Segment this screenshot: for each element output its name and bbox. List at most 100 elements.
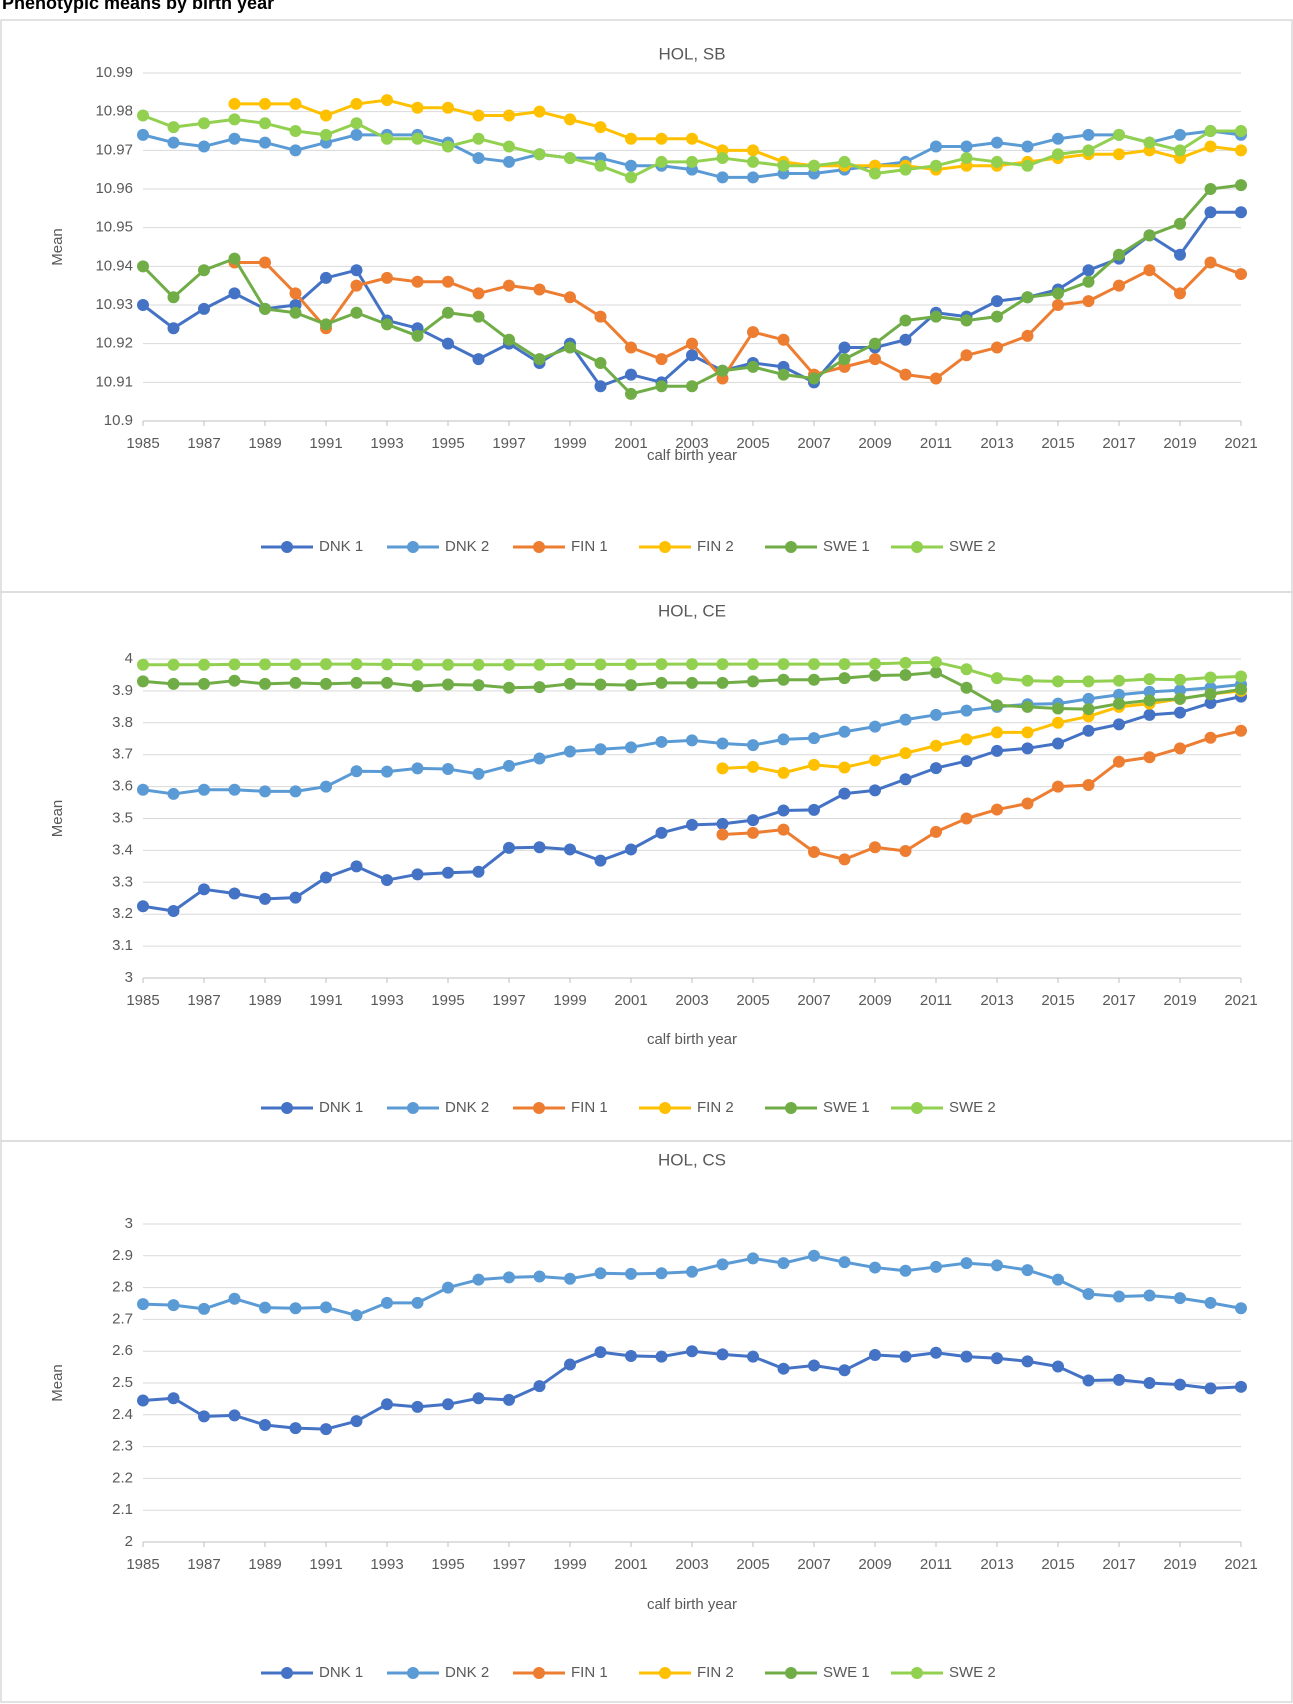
data-point xyxy=(1113,718,1125,731)
data-point xyxy=(228,658,241,671)
data-point xyxy=(1113,1373,1125,1386)
data-point xyxy=(838,761,851,774)
data-point xyxy=(1204,206,1217,219)
data-point xyxy=(777,1257,790,1270)
x-tick-label: 1991 xyxy=(309,435,342,452)
data-point xyxy=(411,680,424,693)
data-point xyxy=(381,132,393,145)
y-tick-label: 2.7 xyxy=(112,1310,133,1327)
data-point xyxy=(930,825,942,838)
data-point xyxy=(198,783,210,796)
data-point xyxy=(1174,1378,1186,1391)
data-point xyxy=(1174,128,1186,141)
data-point xyxy=(1113,148,1125,161)
legend-marker xyxy=(533,541,545,553)
legend-label: SWE 1 xyxy=(823,538,870,555)
data-point xyxy=(899,713,912,726)
data-point xyxy=(655,155,668,168)
x-tick-label: 1985 xyxy=(126,1556,159,1573)
x-tick-label: 2013 xyxy=(980,1556,1013,1573)
data-point xyxy=(503,140,515,153)
data-point xyxy=(472,1273,485,1286)
data-point xyxy=(991,155,1003,168)
x-tick-label: 2001 xyxy=(614,992,647,1009)
data-point xyxy=(869,353,881,366)
data-point xyxy=(808,1359,820,1372)
data-point xyxy=(869,1349,881,1362)
data-point xyxy=(442,306,454,319)
data-point xyxy=(411,1296,424,1309)
data-point xyxy=(991,1352,1003,1365)
data-point xyxy=(1235,268,1247,281)
data-point xyxy=(533,1380,546,1393)
data-point xyxy=(564,658,576,671)
data-point xyxy=(198,1410,210,1423)
data-point xyxy=(747,658,759,671)
chart-border xyxy=(0,1140,1293,1703)
data-point xyxy=(1052,299,1064,311)
y-tick-label: 10.9 xyxy=(104,412,133,429)
data-point xyxy=(198,1302,210,1315)
data-point xyxy=(594,121,607,134)
data-point xyxy=(137,1394,149,1407)
y-tick-label: 3.7 xyxy=(112,746,133,763)
data-point xyxy=(564,113,576,126)
data-point xyxy=(1082,264,1095,277)
data-point xyxy=(1235,683,1247,696)
legend-marker xyxy=(785,1102,797,1114)
data-point xyxy=(289,1302,302,1315)
data-point xyxy=(472,287,485,300)
legend-label: DNK 2 xyxy=(445,538,489,555)
data-point xyxy=(167,291,180,304)
x-tick-label: 2003 xyxy=(675,1556,708,1573)
data-point xyxy=(869,720,881,733)
legend-label: FIN 2 xyxy=(697,1099,734,1116)
data-point xyxy=(838,853,851,866)
data-point xyxy=(1174,742,1186,755)
data-point xyxy=(167,905,180,918)
data-point xyxy=(350,765,363,778)
data-point xyxy=(960,1350,973,1363)
x-tick-label: 2011 xyxy=(920,992,952,1009)
data-point xyxy=(289,658,302,671)
data-point xyxy=(350,306,363,319)
data-point xyxy=(686,132,698,145)
data-point xyxy=(930,1260,942,1273)
data-point xyxy=(503,759,515,772)
x-tick-label: 2001 xyxy=(614,435,647,452)
legend-marker xyxy=(911,1102,923,1114)
x-tick-label: 2007 xyxy=(797,435,830,452)
data-point xyxy=(1174,692,1186,705)
data-point xyxy=(1021,329,1034,342)
data-point xyxy=(655,658,668,671)
data-point xyxy=(350,279,363,292)
data-point xyxy=(594,1267,607,1280)
legend-marker xyxy=(659,1102,671,1114)
data-point xyxy=(533,353,546,366)
data-point xyxy=(350,264,363,277)
data-point xyxy=(411,1400,424,1413)
data-point xyxy=(350,860,363,873)
data-point xyxy=(869,669,881,682)
data-point xyxy=(777,733,790,746)
x-tick-label: 2015 xyxy=(1041,435,1074,452)
x-tick-label: 2017 xyxy=(1102,992,1135,1009)
data-point xyxy=(1235,179,1247,192)
data-point xyxy=(625,741,637,754)
data-point xyxy=(381,318,393,331)
data-point xyxy=(991,672,1003,685)
data-point xyxy=(777,658,790,671)
data-point xyxy=(747,739,759,752)
data-point xyxy=(350,117,363,130)
legend-label: FIN 2 xyxy=(697,1664,734,1681)
x-tick-label: 2007 xyxy=(797,1556,830,1573)
page-title: Phenotypic means by birth year xyxy=(2,0,274,13)
data-point xyxy=(960,663,973,676)
data-point xyxy=(686,155,698,168)
data-point xyxy=(808,673,820,686)
data-point xyxy=(808,159,820,172)
data-point xyxy=(442,140,454,153)
x-tick-label: 2017 xyxy=(1102,1556,1135,1573)
data-point xyxy=(442,866,454,879)
data-point xyxy=(686,1345,698,1358)
